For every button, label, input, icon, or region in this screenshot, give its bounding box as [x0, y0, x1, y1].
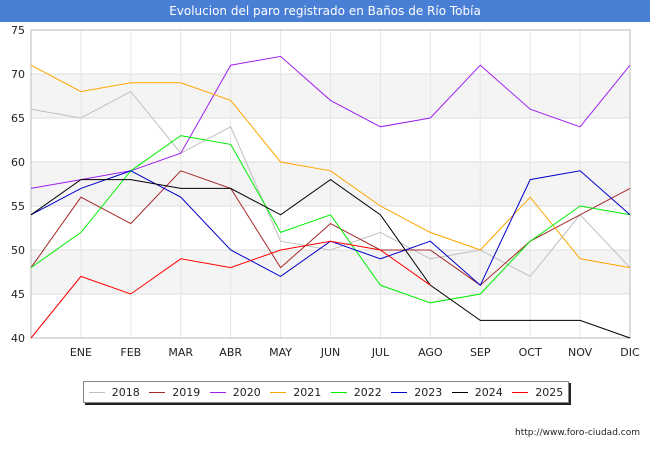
- legend-swatch: [149, 391, 166, 393]
- x-tick-label: JUL: [371, 346, 390, 359]
- legend-label: 2025: [535, 385, 564, 399]
- series-line-2018: [30, 90, 631, 278]
- line-chart: 40 45 50 55 60 65 70 75 ENE FEB MAR ABR MAY JUN JUL AGO…: [11, 24, 640, 359]
- legend-swatch: [512, 391, 529, 393]
- x-tick-label: JUN: [320, 346, 341, 359]
- x-tick-label: OCT: [519, 346, 542, 359]
- legend-label: 2024: [474, 385, 503, 399]
- chart-title: Evolucion del paro registrado en Baños d…: [0, 0, 650, 22]
- x-tick-label: DIC: [620, 346, 640, 359]
- legend-label: 2018: [111, 385, 140, 399]
- legend-label: 2023: [414, 385, 443, 399]
- series-line-2024: [30, 178, 631, 339]
- x-tick-label: ENE: [70, 346, 92, 359]
- legend-swatch: [209, 391, 226, 393]
- legend-swatch: [330, 391, 347, 393]
- y-tick-label: 40: [11, 332, 25, 345]
- y-tick-label: 70: [11, 68, 25, 81]
- legend-swatch: [451, 391, 468, 393]
- x-tick-label: MAY: [269, 346, 292, 359]
- x-tick-label: NOV: [568, 346, 593, 359]
- series-line-2021: [30, 64, 631, 269]
- y-tick-label: 55: [11, 200, 25, 213]
- legend-label: 2021: [293, 385, 322, 399]
- legend-item-2018: 2018: [88, 385, 140, 399]
- legend-label: 2022: [353, 385, 382, 399]
- legend-item-2019: 2019: [149, 386, 200, 399]
- chart-legend: 2018 2019 2020 2021 2022 2023 2024 2025: [83, 381, 569, 403]
- x-tick-label: MAR: [168, 346, 193, 359]
- x-tick-label: AGO: [418, 346, 443, 359]
- y-tick-label: 50: [11, 244, 25, 257]
- y-tick-label: 65: [11, 112, 25, 125]
- source-url: http://www.foro-ciudad.com: [515, 428, 640, 438]
- y-tick-label: 45: [11, 288, 25, 301]
- y-tick-label: 75: [11, 24, 25, 37]
- legend-item-2023: 2023: [391, 386, 442, 399]
- legend-swatch: [391, 391, 408, 393]
- series-line-2025: [30, 240, 431, 339]
- legend-item-2025: 2025: [512, 386, 563, 399]
- x-tick-label: FEB: [120, 346, 141, 359]
- plot-border: [30, 29, 631, 339]
- legend-item-2024: 2024: [451, 385, 503, 399]
- legend-swatch: [270, 391, 287, 393]
- legend-item-2020: 2020: [209, 385, 261, 399]
- y-tick-label: 60: [11, 156, 25, 169]
- x-tick-label: ABR: [219, 346, 242, 359]
- x-tick-label: SEP: [470, 346, 491, 359]
- legend-label: 2020: [232, 385, 261, 399]
- legend-item-2021: 2021: [270, 386, 321, 399]
- legend-item-2022: 2022: [330, 385, 382, 399]
- legend-label: 2019: [172, 385, 201, 399]
- legend-swatch: [88, 391, 105, 393]
